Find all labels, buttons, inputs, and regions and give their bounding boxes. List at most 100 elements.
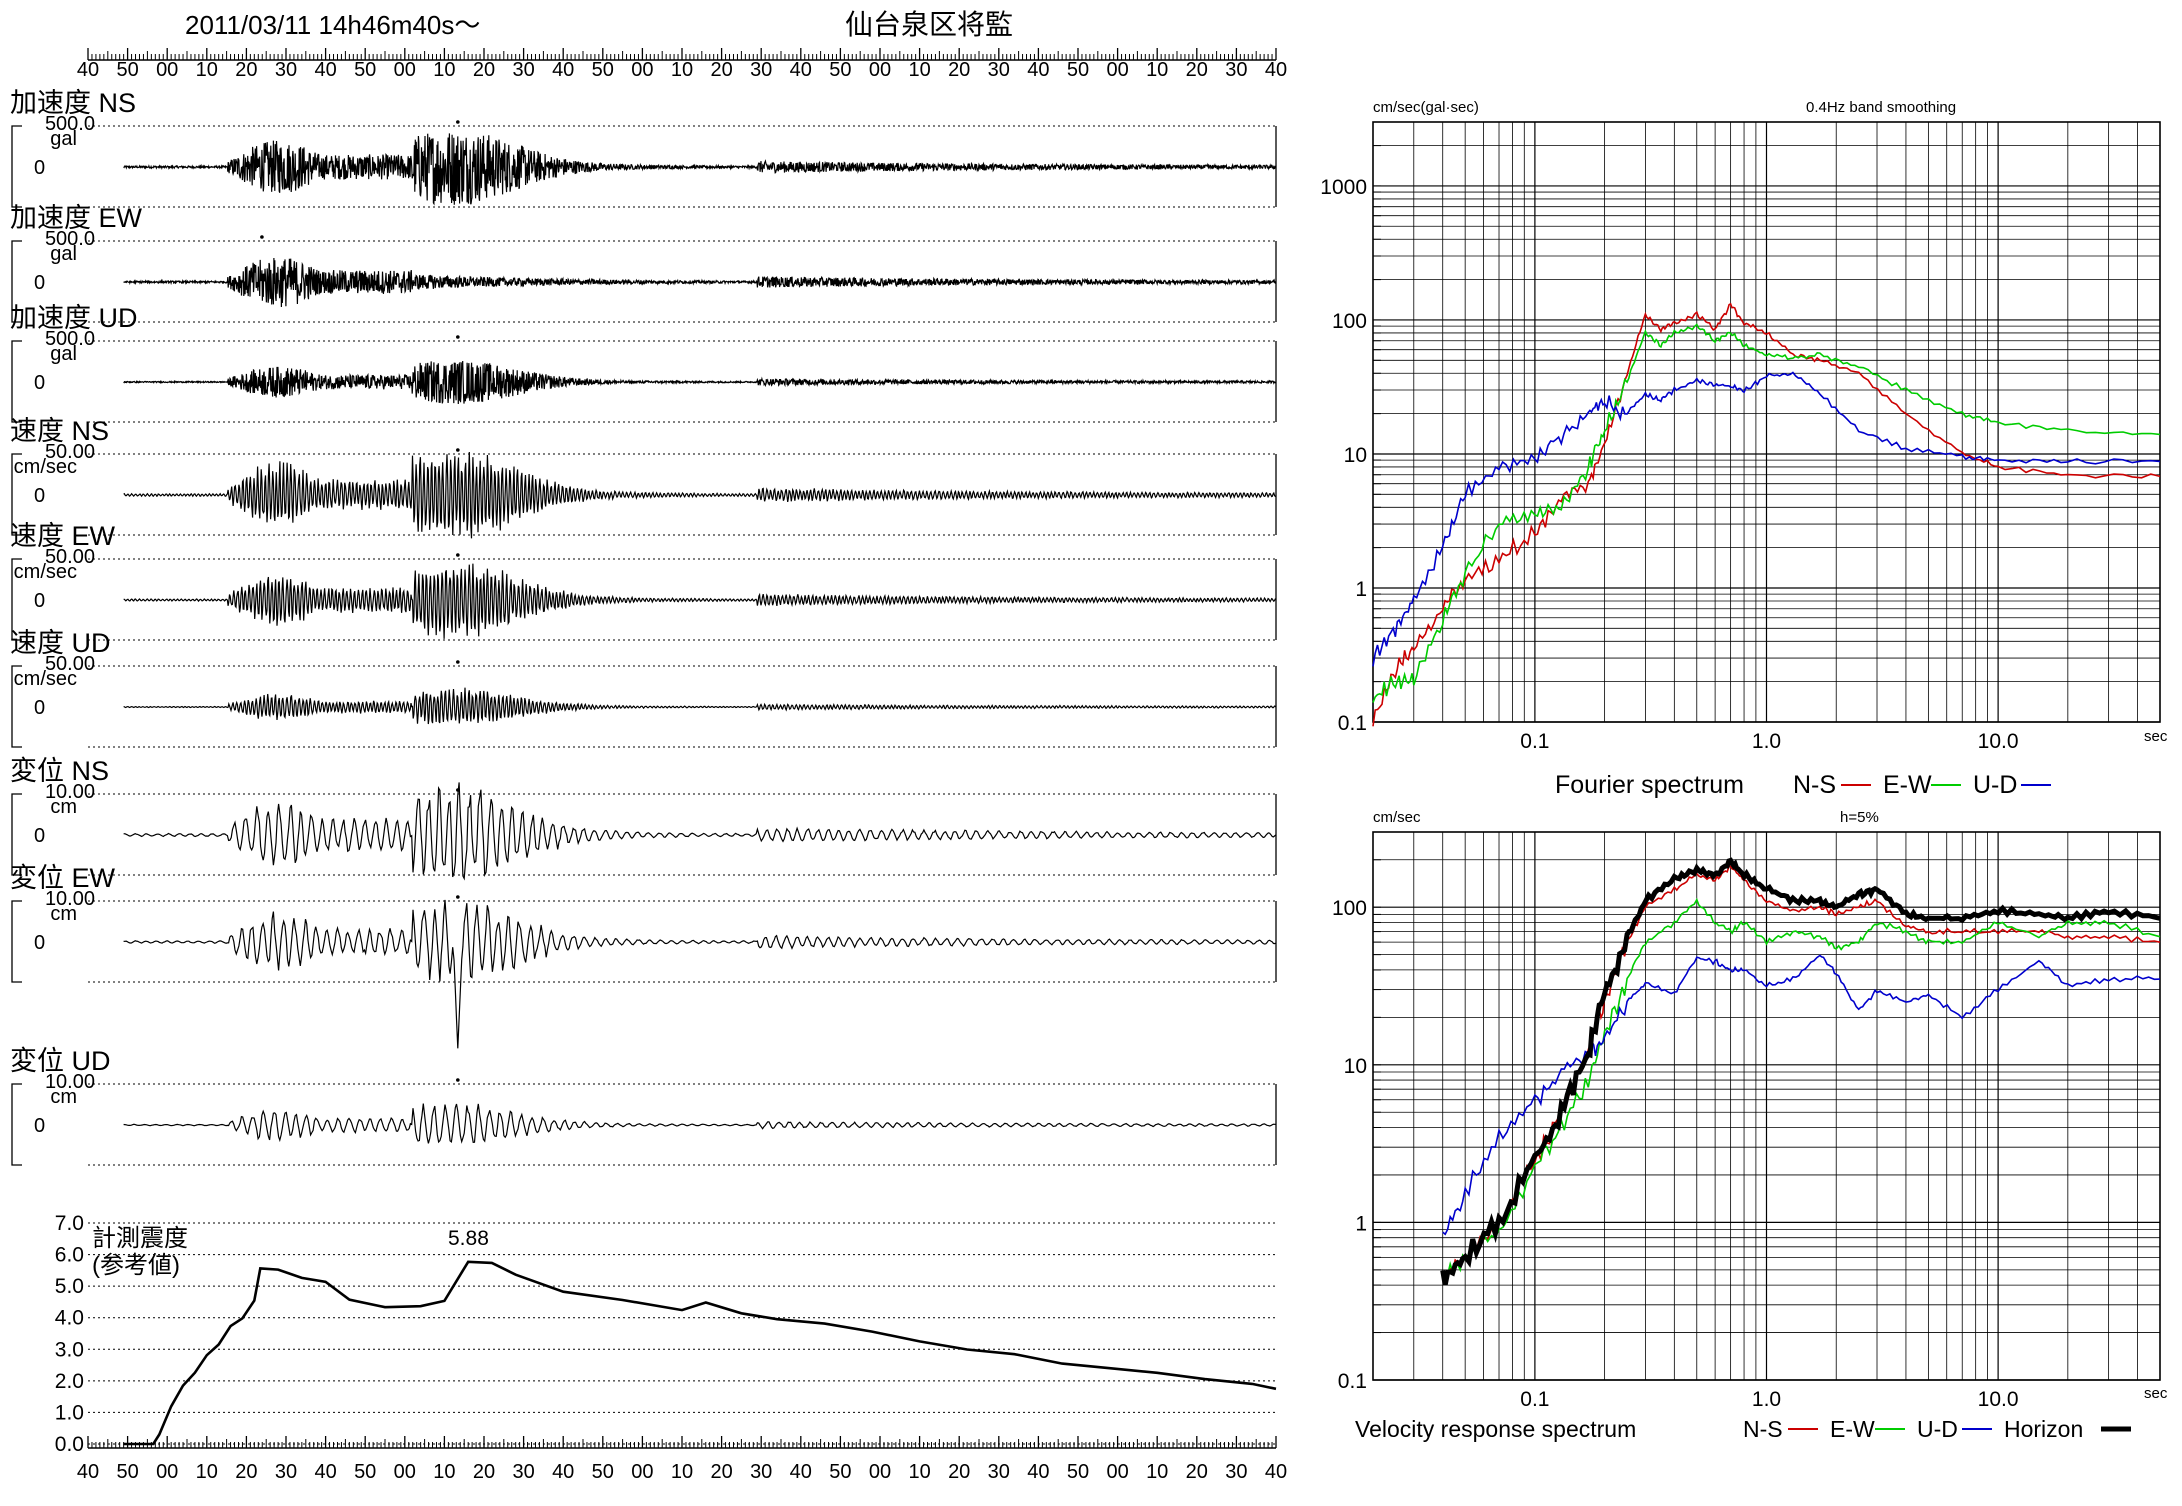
y-tick-label: 10 [1344, 1055, 1367, 1078]
bottom-ruler-tick-label: 20 [710, 1461, 732, 1483]
bottom-ruler-tick-label: 10 [1146, 1461, 1168, 1483]
y-tick-label: 0.1 [1338, 1370, 1367, 1393]
intensity-y-tick: 2.0 [55, 1370, 84, 1393]
bottom-ruler-tick-label: 30 [275, 1461, 297, 1483]
intensity-y-tick: 6.0 [55, 1244, 84, 1267]
trace-label: 速度 EW [10, 521, 116, 551]
legend-label: N-S [1743, 1416, 1783, 1442]
top-ruler-tick-label: 40 [1027, 59, 1049, 81]
series-n-s [1372, 302, 2161, 727]
trace-label: 加速度 EW [10, 203, 143, 233]
series-e-w [1441, 897, 2161, 1282]
series-horizon [1440, 857, 2161, 1286]
intensity-curve [123, 1260, 1277, 1446]
waveform-line [123, 360, 1277, 405]
peak-marker [456, 660, 460, 664]
bottom-ruler-tick-label: 40 [77, 1461, 99, 1483]
bottom-ruler-tick-label: 20 [473, 1461, 495, 1483]
bottom-ruler-tick-label: 00 [631, 1461, 653, 1483]
peak-marker [456, 120, 460, 124]
top-ruler-tick-label: 30 [750, 59, 772, 81]
trace-label: 加速度 NS [10, 88, 136, 118]
bottom-ruler-tick-label: 10 [908, 1461, 930, 1483]
bottom-ruler-tick-label: 20 [235, 1461, 257, 1483]
top-ruler-tick-label: 20 [235, 59, 257, 81]
top-ruler-tick-label: 30 [1225, 59, 1247, 81]
trace-unit: gal [50, 128, 77, 150]
y-tick-label: 100 [1332, 897, 1367, 920]
fourier-title: 0.4Hz band smoothing [1806, 99, 1956, 116]
top-ruler-tick-label: 50 [829, 59, 851, 81]
fourier-spectrum-chart: cm/sec(gal·sec) 0.4Hz band smoothing sec… [1320, 99, 2168, 799]
peak-marker [456, 895, 460, 899]
velocity-ylabel: cm/sec [1373, 809, 1421, 826]
trace-scale: 50.00 [45, 441, 95, 463]
peak-marker [260, 235, 264, 239]
trace-unit: cm/sec [14, 456, 77, 478]
bottom-ruler-tick-label: 50 [592, 1461, 614, 1483]
bottom-ruler-tick-label: 20 [948, 1461, 970, 1483]
velocity-caption: Velocity response spectrum [1355, 1416, 1636, 1442]
top-ruler-tick-label: 40 [77, 59, 99, 81]
bottom-ruler-tick-label: 50 [829, 1461, 851, 1483]
bottom-ruler-tick-label: 00 [869, 1461, 891, 1483]
intensity-y-tick: 5.0 [55, 1275, 84, 1298]
intensity-y-tick: 0.0 [55, 1433, 84, 1456]
y-tick-label: 1000 [1320, 176, 1367, 199]
top-ruler-tick-label: 20 [710, 59, 732, 81]
trace-scale: 50.00 [45, 653, 95, 675]
series-u-d [1442, 954, 2161, 1236]
top-ruler-tick-label: 20 [948, 59, 970, 81]
waveform-line [123, 257, 1277, 308]
waveform-line [123, 899, 1277, 1049]
peak-marker [456, 1078, 460, 1082]
trace-label: 変位 NS [10, 756, 109, 786]
top-ruler-tick-label: 00 [394, 59, 416, 81]
trace-scale: 10.00 [45, 781, 95, 803]
trace-zero: 0 [34, 825, 45, 847]
top-ruler-tick-label: 40 [552, 59, 574, 81]
top-ruler-tick-label: 40 [314, 59, 336, 81]
bottom-ruler-tick-label: 10 [671, 1461, 693, 1483]
velocity-title: h=5% [1840, 809, 1879, 826]
top-ruler-tick-label: 50 [354, 59, 376, 81]
bottom-ruler-tick-label: 00 [394, 1461, 416, 1483]
top-ruler-tick-label: 10 [433, 59, 455, 81]
waveform-line [123, 687, 1277, 725]
bottom-ruler-tick-label: 00 [1106, 1461, 1128, 1483]
bottom-ruler-tick-label: 40 [552, 1461, 574, 1483]
intensity-title-1: 計測震度 [92, 1225, 188, 1252]
trace-zero: 0 [34, 1115, 45, 1137]
top-ruler-tick-label: 30 [988, 59, 1010, 81]
trace-zero: 0 [34, 485, 45, 507]
bottom-ruler-tick-label: 10 [433, 1461, 455, 1483]
y-tick-label: 1 [1355, 578, 1367, 601]
trace-scale: 500.0 [45, 113, 95, 135]
waveform-line [123, 782, 1277, 881]
x-tick-label: 0.1 [1520, 1388, 1549, 1411]
top-ruler-tick-label: 10 [671, 59, 693, 81]
bottom-ruler-tick-label: 40 [790, 1461, 812, 1483]
waveform-line [123, 451, 1277, 539]
top-ruler-tick-label: 50 [1067, 59, 1089, 81]
waveform-line [123, 133, 1277, 206]
fourier-legend: N-S E-W U-D [1793, 771, 2051, 799]
intensity-y-tick: 1.0 [55, 1401, 84, 1424]
bottom-ruler-tick-label: 40 [314, 1461, 336, 1483]
top-ruler-tick-label: 30 [275, 59, 297, 81]
trace-unit: cm [50, 1086, 77, 1108]
intensity-y-tick: 7.0 [55, 1212, 84, 1235]
trace-unit: cm/sec [14, 561, 77, 583]
trace-scale: 50.00 [45, 546, 95, 568]
trace-zero: 0 [34, 272, 45, 294]
legend-label: Horizon [2004, 1416, 2083, 1442]
bottom-ruler-tick-label: 40 [1265, 1461, 1287, 1483]
top-ruler-tick-label: 40 [790, 59, 812, 81]
